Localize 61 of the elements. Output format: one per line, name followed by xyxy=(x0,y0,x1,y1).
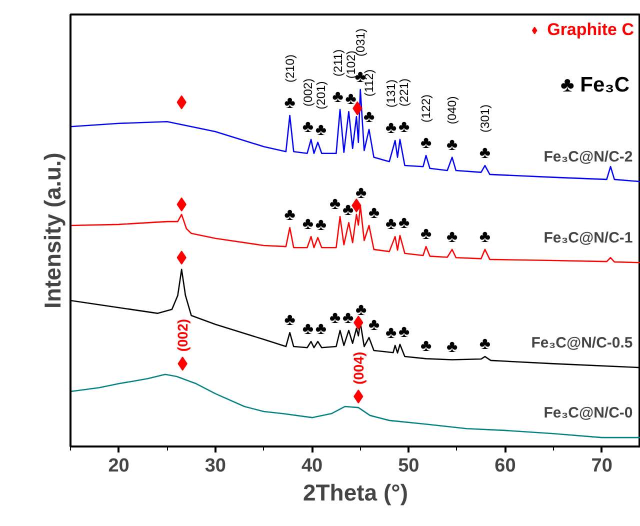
annotation: ♣ xyxy=(398,213,410,232)
annotation: ♣ Fe₃C xyxy=(560,74,630,96)
x-tick-label: 40 xyxy=(301,456,323,476)
annotation: ♣ xyxy=(398,322,410,341)
annotation: ♣ xyxy=(284,93,296,112)
annotation: ♣ xyxy=(302,116,314,136)
annotation: ♣ xyxy=(446,134,458,154)
annotation: ♣ xyxy=(354,66,366,86)
annotation: (122) xyxy=(419,94,434,123)
annotation: ♣ xyxy=(368,203,380,222)
annotation: ♣ xyxy=(284,205,296,224)
annotation: ♣ xyxy=(420,336,432,356)
annotation: (221) xyxy=(397,78,412,106)
annotation: ♣ xyxy=(446,337,458,356)
annotation: ♣ xyxy=(363,106,375,126)
annotation: ♣ xyxy=(420,133,432,152)
annotation: ♣ xyxy=(302,214,314,234)
annotation: ♣ xyxy=(420,224,432,244)
annotation: ♣ xyxy=(284,310,296,330)
x-tick-label: 70 xyxy=(591,456,612,476)
series-label: Fe₃C@N/C-0 xyxy=(544,404,633,422)
annotation: ♣ xyxy=(368,315,380,334)
annotation: ♣ xyxy=(342,200,354,220)
series-label: Fe₃C@N/C-1 xyxy=(544,230,633,247)
legend-label: Graphite C xyxy=(547,20,634,40)
annotation: (210) xyxy=(282,54,297,83)
annotation: ♣ xyxy=(385,322,397,342)
annotation: ♣ xyxy=(479,334,491,354)
annotation: (040) xyxy=(445,96,460,124)
x-tick-label: 50 xyxy=(398,456,420,476)
annotation: (301) xyxy=(478,104,492,133)
annotation: ♣ xyxy=(315,319,327,338)
annotation: ♣ xyxy=(355,300,367,320)
annotation: (211) xyxy=(330,49,345,76)
annotation: ♣ xyxy=(479,226,491,246)
annotation: ♣ xyxy=(345,89,356,108)
annotation: ♣ xyxy=(446,226,458,246)
annotation: ♣ xyxy=(329,194,341,214)
annotation: ♣ xyxy=(332,86,344,106)
annotation: (201) xyxy=(314,81,328,110)
annotation: (004) xyxy=(350,352,366,385)
annotation: ♣ xyxy=(385,214,397,234)
x-axis-title: 2Theta (°) xyxy=(302,480,408,506)
series-label: Fe₃C@N/C-2 xyxy=(544,148,633,166)
annotation: (131) xyxy=(384,80,398,108)
annotation: ♣ xyxy=(479,143,491,162)
x-tick-label: 20 xyxy=(108,456,130,476)
annotation: (002) xyxy=(174,318,191,352)
annotation: ♣ xyxy=(302,319,314,338)
annotation: ♣ xyxy=(315,120,327,139)
y-axis-title: Intensity (a.u.) xyxy=(40,152,66,308)
x-tick-label: 60 xyxy=(494,456,516,476)
annotation: ♣ xyxy=(398,116,410,136)
annotation: ♣ xyxy=(355,183,367,202)
annotation: ♣ xyxy=(342,308,354,327)
annotation: ♣ xyxy=(315,215,327,234)
x-tick-label: 30 xyxy=(204,456,226,476)
series-label: Fe₃C@N/C-0.5 xyxy=(531,334,633,352)
annotation: ♣ xyxy=(329,308,341,327)
annotation: ♣ xyxy=(385,118,397,138)
annotation: (002) xyxy=(300,78,315,106)
